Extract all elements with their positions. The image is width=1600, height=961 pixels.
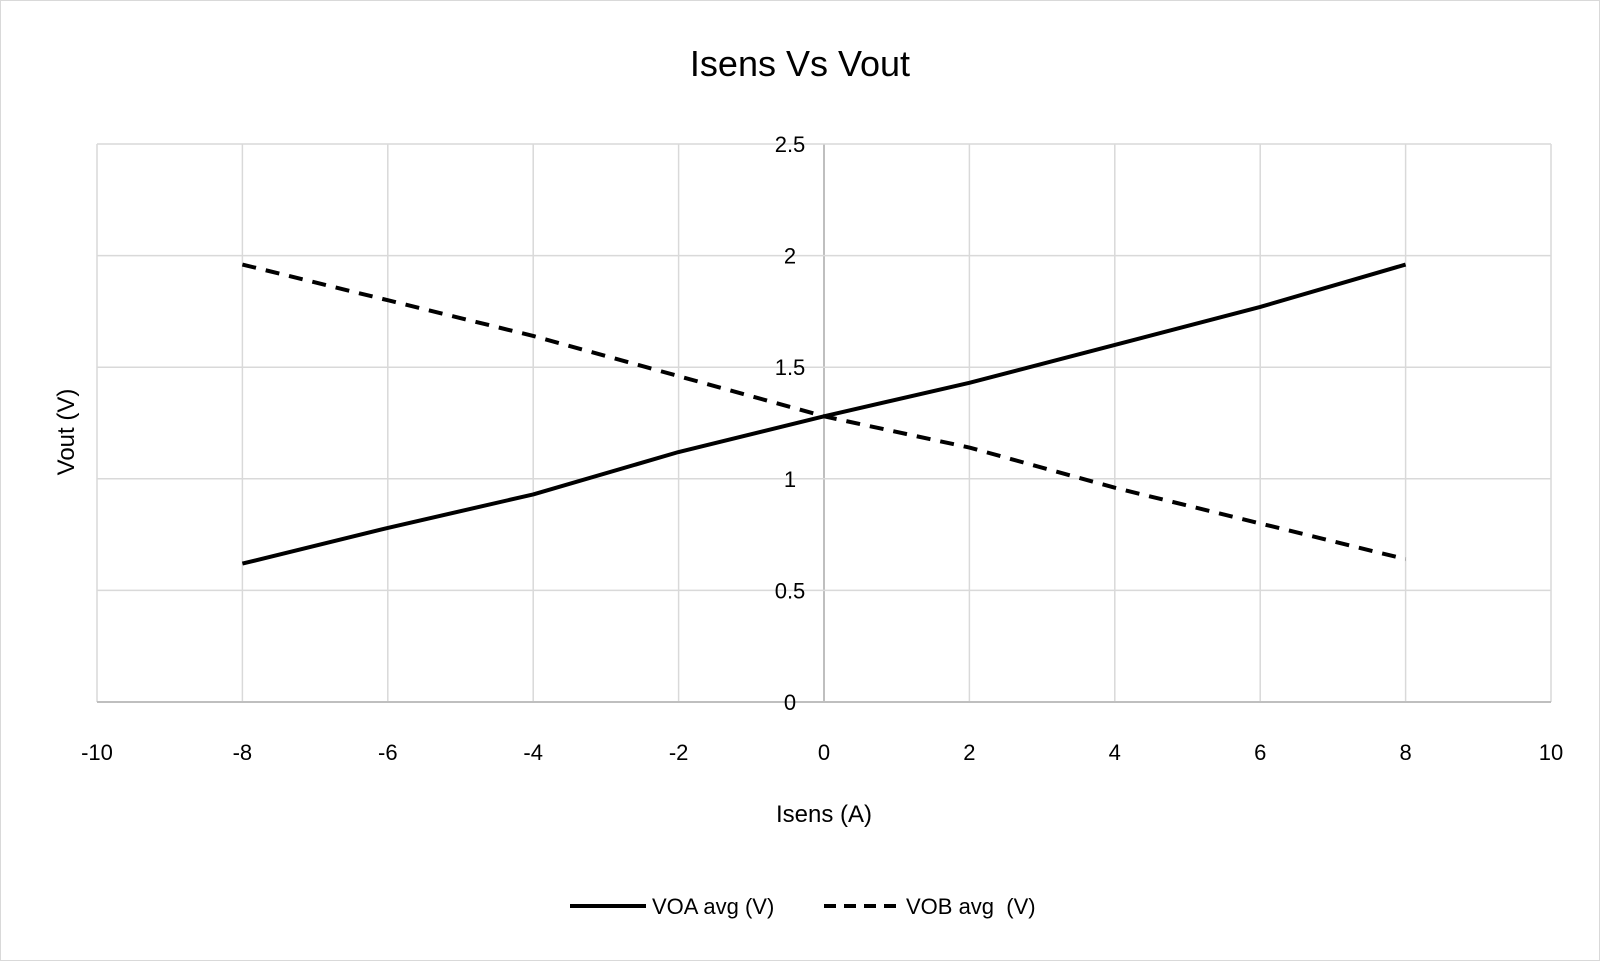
x-tick-label: 4	[1109, 740, 1121, 765]
x-tick-label: -2	[669, 740, 689, 765]
x-tick-label: -6	[378, 740, 398, 765]
x-tick-label: -4	[523, 740, 543, 765]
y-tick-labels: 0 0.5 1 1.5 2 2.5	[775, 132, 806, 715]
legend: VOA avg (V) VOB avg (V)	[570, 894, 1036, 919]
legend-label-vob: VOB avg (V)	[906, 894, 1036, 919]
x-tick-label: 2	[963, 740, 975, 765]
x-tick-label: 8	[1399, 740, 1411, 765]
gridlines	[96, 143, 1552, 703]
x-tick-label: -8	[233, 740, 253, 765]
x-axis-label: Isens (A)	[776, 801, 872, 828]
x-tick-label: 6	[1254, 740, 1266, 765]
y-tick-label: 2.5	[775, 132, 806, 157]
y-axis-label: Vout (V)	[53, 389, 80, 476]
y-tick-label: 1.5	[775, 355, 806, 380]
y-tick-label: 2	[784, 244, 796, 269]
y-tick-label: 1	[784, 467, 796, 492]
x-tick-label: 0	[818, 740, 830, 765]
legend-label-voa: VOA avg (V)	[652, 894, 774, 919]
y-tick-label: 0.5	[775, 578, 806, 603]
x-tick-labels: -10 -8 -6 -4 -2 0 2 4 6 8 10	[81, 740, 1563, 765]
series-lines	[241, 262, 1407, 566]
x-tick-label: 10	[1539, 740, 1563, 765]
y-tick-label: 0	[784, 690, 796, 715]
chart-title: Isens Vs Vout	[690, 43, 910, 84]
x-tick-label: -10	[81, 740, 113, 765]
